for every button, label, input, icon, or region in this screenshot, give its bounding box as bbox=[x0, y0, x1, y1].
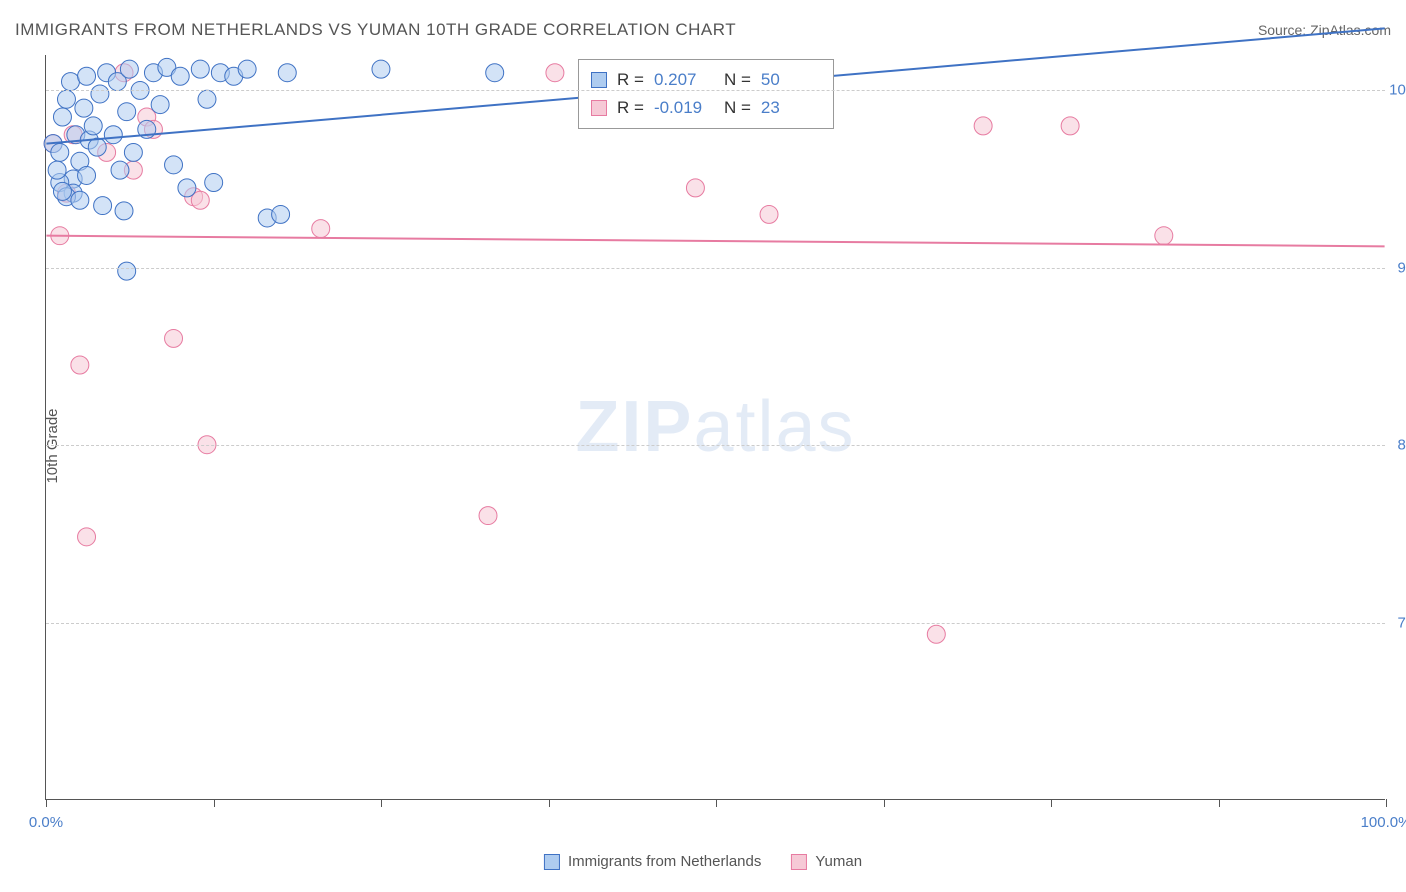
stats-row-b: R = -0.019 N = 23 bbox=[591, 94, 821, 122]
data-point bbox=[124, 143, 142, 161]
data-point bbox=[272, 205, 290, 223]
data-point bbox=[78, 67, 96, 85]
xtick bbox=[214, 799, 215, 807]
data-point bbox=[238, 60, 256, 78]
data-point bbox=[927, 625, 945, 643]
legend-item-a: Immigrants from Netherlands bbox=[544, 853, 761, 870]
data-point bbox=[479, 507, 497, 525]
xtick bbox=[884, 799, 885, 807]
xtick-label: 0.0% bbox=[29, 814, 63, 831]
data-point bbox=[278, 64, 296, 82]
data-point bbox=[191, 60, 209, 78]
ytick-label: 100.0% bbox=[1389, 82, 1406, 99]
xtick bbox=[1219, 799, 1220, 807]
swatch-b-icon bbox=[591, 100, 607, 116]
data-point bbox=[51, 143, 69, 161]
data-point bbox=[78, 166, 96, 184]
data-point bbox=[312, 220, 330, 238]
trend-line bbox=[46, 236, 1384, 247]
data-point bbox=[151, 96, 169, 114]
legend-swatch-b-icon bbox=[791, 854, 807, 870]
legend-item-b: Yuman bbox=[791, 853, 862, 870]
n-value-b: 23 bbox=[761, 94, 821, 122]
data-point bbox=[118, 103, 136, 121]
data-point bbox=[178, 179, 196, 197]
data-point bbox=[118, 262, 136, 280]
data-point bbox=[57, 90, 75, 108]
data-point bbox=[94, 197, 112, 215]
data-point bbox=[1155, 227, 1173, 245]
ytick-label: 70.0% bbox=[1397, 614, 1406, 631]
xtick bbox=[1386, 799, 1387, 807]
xtick bbox=[549, 799, 550, 807]
data-point bbox=[198, 90, 216, 108]
data-point bbox=[165, 329, 183, 347]
legend-label-a: Immigrants from Netherlands bbox=[568, 853, 761, 870]
data-point bbox=[171, 67, 189, 85]
data-point bbox=[78, 528, 96, 546]
data-point bbox=[760, 205, 778, 223]
data-point bbox=[486, 64, 504, 82]
swatch-a-icon bbox=[591, 72, 607, 88]
data-point bbox=[48, 161, 66, 179]
data-point bbox=[104, 126, 122, 144]
data-point bbox=[372, 60, 390, 78]
gridline bbox=[46, 623, 1385, 624]
xtick-label: 100.0% bbox=[1361, 814, 1406, 831]
stats-legend-box: R = 0.207 N = 50 R = -0.019 N = 23 bbox=[578, 59, 834, 129]
ytick-label: 90.0% bbox=[1397, 259, 1406, 276]
data-point bbox=[84, 117, 102, 135]
data-point bbox=[205, 174, 223, 192]
data-point bbox=[53, 108, 71, 126]
data-point bbox=[71, 356, 89, 374]
data-point bbox=[71, 191, 89, 209]
data-point bbox=[111, 161, 129, 179]
legend-label-b: Yuman bbox=[815, 853, 862, 870]
data-point bbox=[120, 60, 138, 78]
data-point bbox=[75, 99, 93, 117]
xtick bbox=[716, 799, 717, 807]
data-point bbox=[61, 73, 79, 91]
data-point bbox=[686, 179, 704, 197]
data-point bbox=[1061, 117, 1079, 135]
legend-bottom: Immigrants from Netherlands Yuman bbox=[544, 853, 862, 870]
gridline bbox=[46, 445, 1385, 446]
data-point bbox=[165, 156, 183, 174]
chart-title: IMMIGRANTS FROM NETHERLANDS VS YUMAN 10T… bbox=[15, 20, 736, 40]
ytick-label: 80.0% bbox=[1397, 437, 1406, 454]
scatter-svg bbox=[46, 55, 1385, 799]
data-point bbox=[88, 138, 106, 156]
xtick bbox=[1051, 799, 1052, 807]
plot-area: ZIPatlas R = 0.207 N = 50 R = -0.019 N =… bbox=[45, 55, 1385, 800]
legend-swatch-a-icon bbox=[544, 854, 560, 870]
xtick bbox=[46, 799, 47, 807]
data-point bbox=[115, 202, 133, 220]
r-value-b: -0.019 bbox=[654, 94, 714, 122]
data-point bbox=[53, 182, 71, 200]
data-point bbox=[91, 85, 109, 103]
data-point bbox=[546, 64, 564, 82]
data-point bbox=[974, 117, 992, 135]
xtick bbox=[381, 799, 382, 807]
gridline bbox=[46, 268, 1385, 269]
gridline bbox=[46, 90, 1385, 91]
